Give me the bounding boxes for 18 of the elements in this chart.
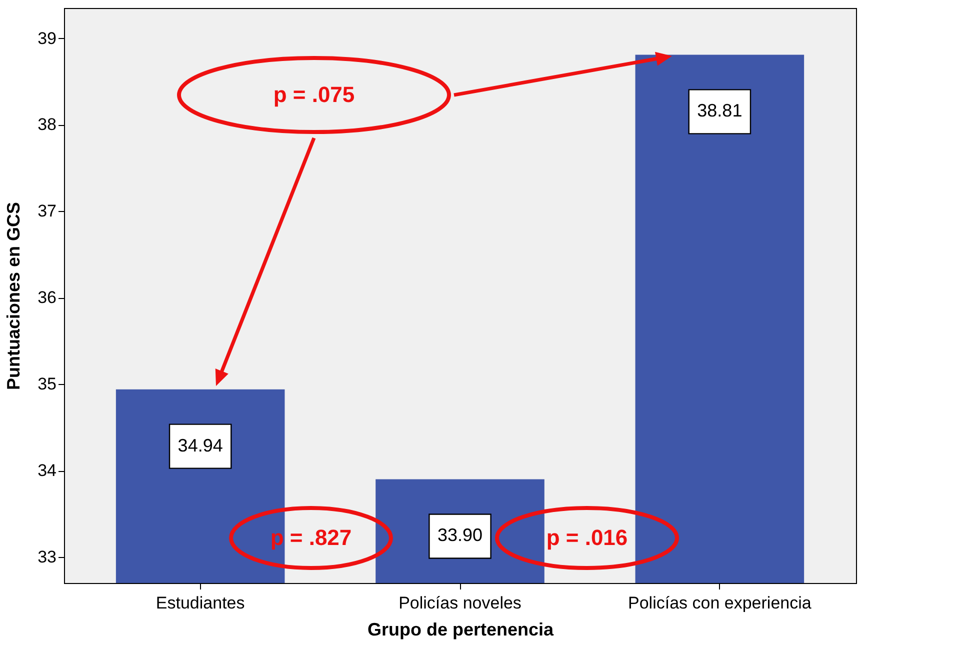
y-tick-label: 34 (38, 461, 56, 480)
x-axis-title: Grupo de pertenencia (367, 620, 555, 640)
y-tick-label: 36 (38, 288, 56, 308)
data-label: 38.81 (697, 100, 742, 121)
y-tick-label: 38 (38, 115, 56, 134)
y-axis-title: Puntuaciones en GCS (4, 202, 24, 390)
data-label: 34.94 (178, 435, 223, 456)
annotation: p = .827 (270, 525, 352, 550)
y-tick-label: 35 (38, 374, 56, 394)
y-tick-label: 39 (38, 28, 56, 48)
x-tick-label: Policías noveles (398, 594, 522, 612)
y-tick-label: 37 (38, 202, 56, 221)
data-label: 33.90 (437, 525, 483, 546)
annotation: p = .075 (273, 82, 355, 107)
x-tick-label: Estudiantes (156, 594, 245, 612)
annotation: p = .016 (546, 525, 628, 550)
x-tick-label: Policías con experiencia (628, 594, 812, 612)
y-tick-label: 33 (38, 548, 56, 567)
